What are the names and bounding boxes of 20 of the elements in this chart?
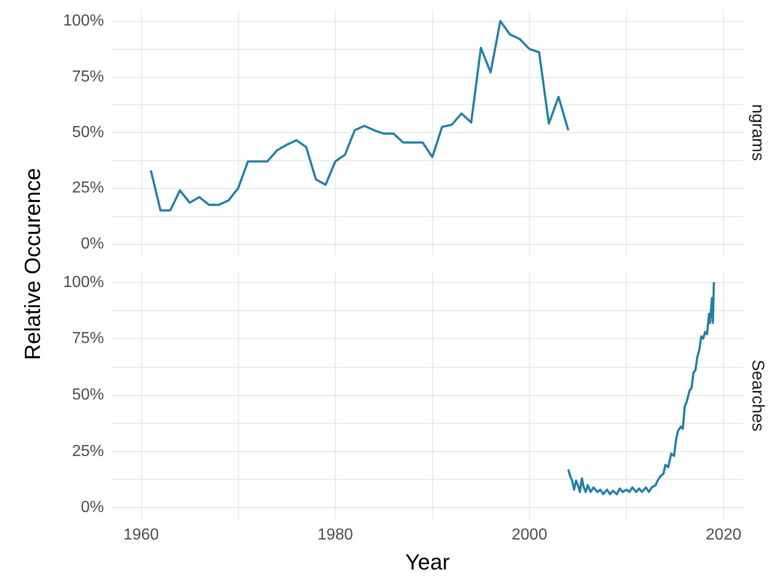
x-axis-title: Year — [405, 550, 450, 574]
text: ngrams — [748, 104, 768, 161]
x-tick-label: 1960 — [123, 526, 160, 544]
y-tick-label: 75% — [72, 330, 104, 348]
x-tick-label: 2020 — [706, 526, 742, 544]
x-tick-label: 2000 — [512, 526, 548, 544]
y-tick-label: 25% — [72, 442, 104, 460]
y-tick-label: 0% — [80, 235, 104, 252]
line-series — [567, 281, 715, 496]
y-tick-label: 25% — [72, 180, 104, 197]
text: Searches — [748, 360, 768, 432]
y-tick-label: 50% — [72, 386, 104, 404]
y-tick-label: 0% — [80, 499, 104, 516]
y-tick-label: 100% — [63, 274, 104, 291]
y-tick-label: 75% — [72, 68, 104, 86]
y-axis-title: Relative Occurence — [20, 168, 46, 360]
line-series — [150, 20, 570, 212]
y-tick-label: 100% — [63, 12, 104, 30]
x-tick-label: 1980 — [317, 526, 354, 544]
y-tick-label: 50% — [72, 124, 104, 141]
